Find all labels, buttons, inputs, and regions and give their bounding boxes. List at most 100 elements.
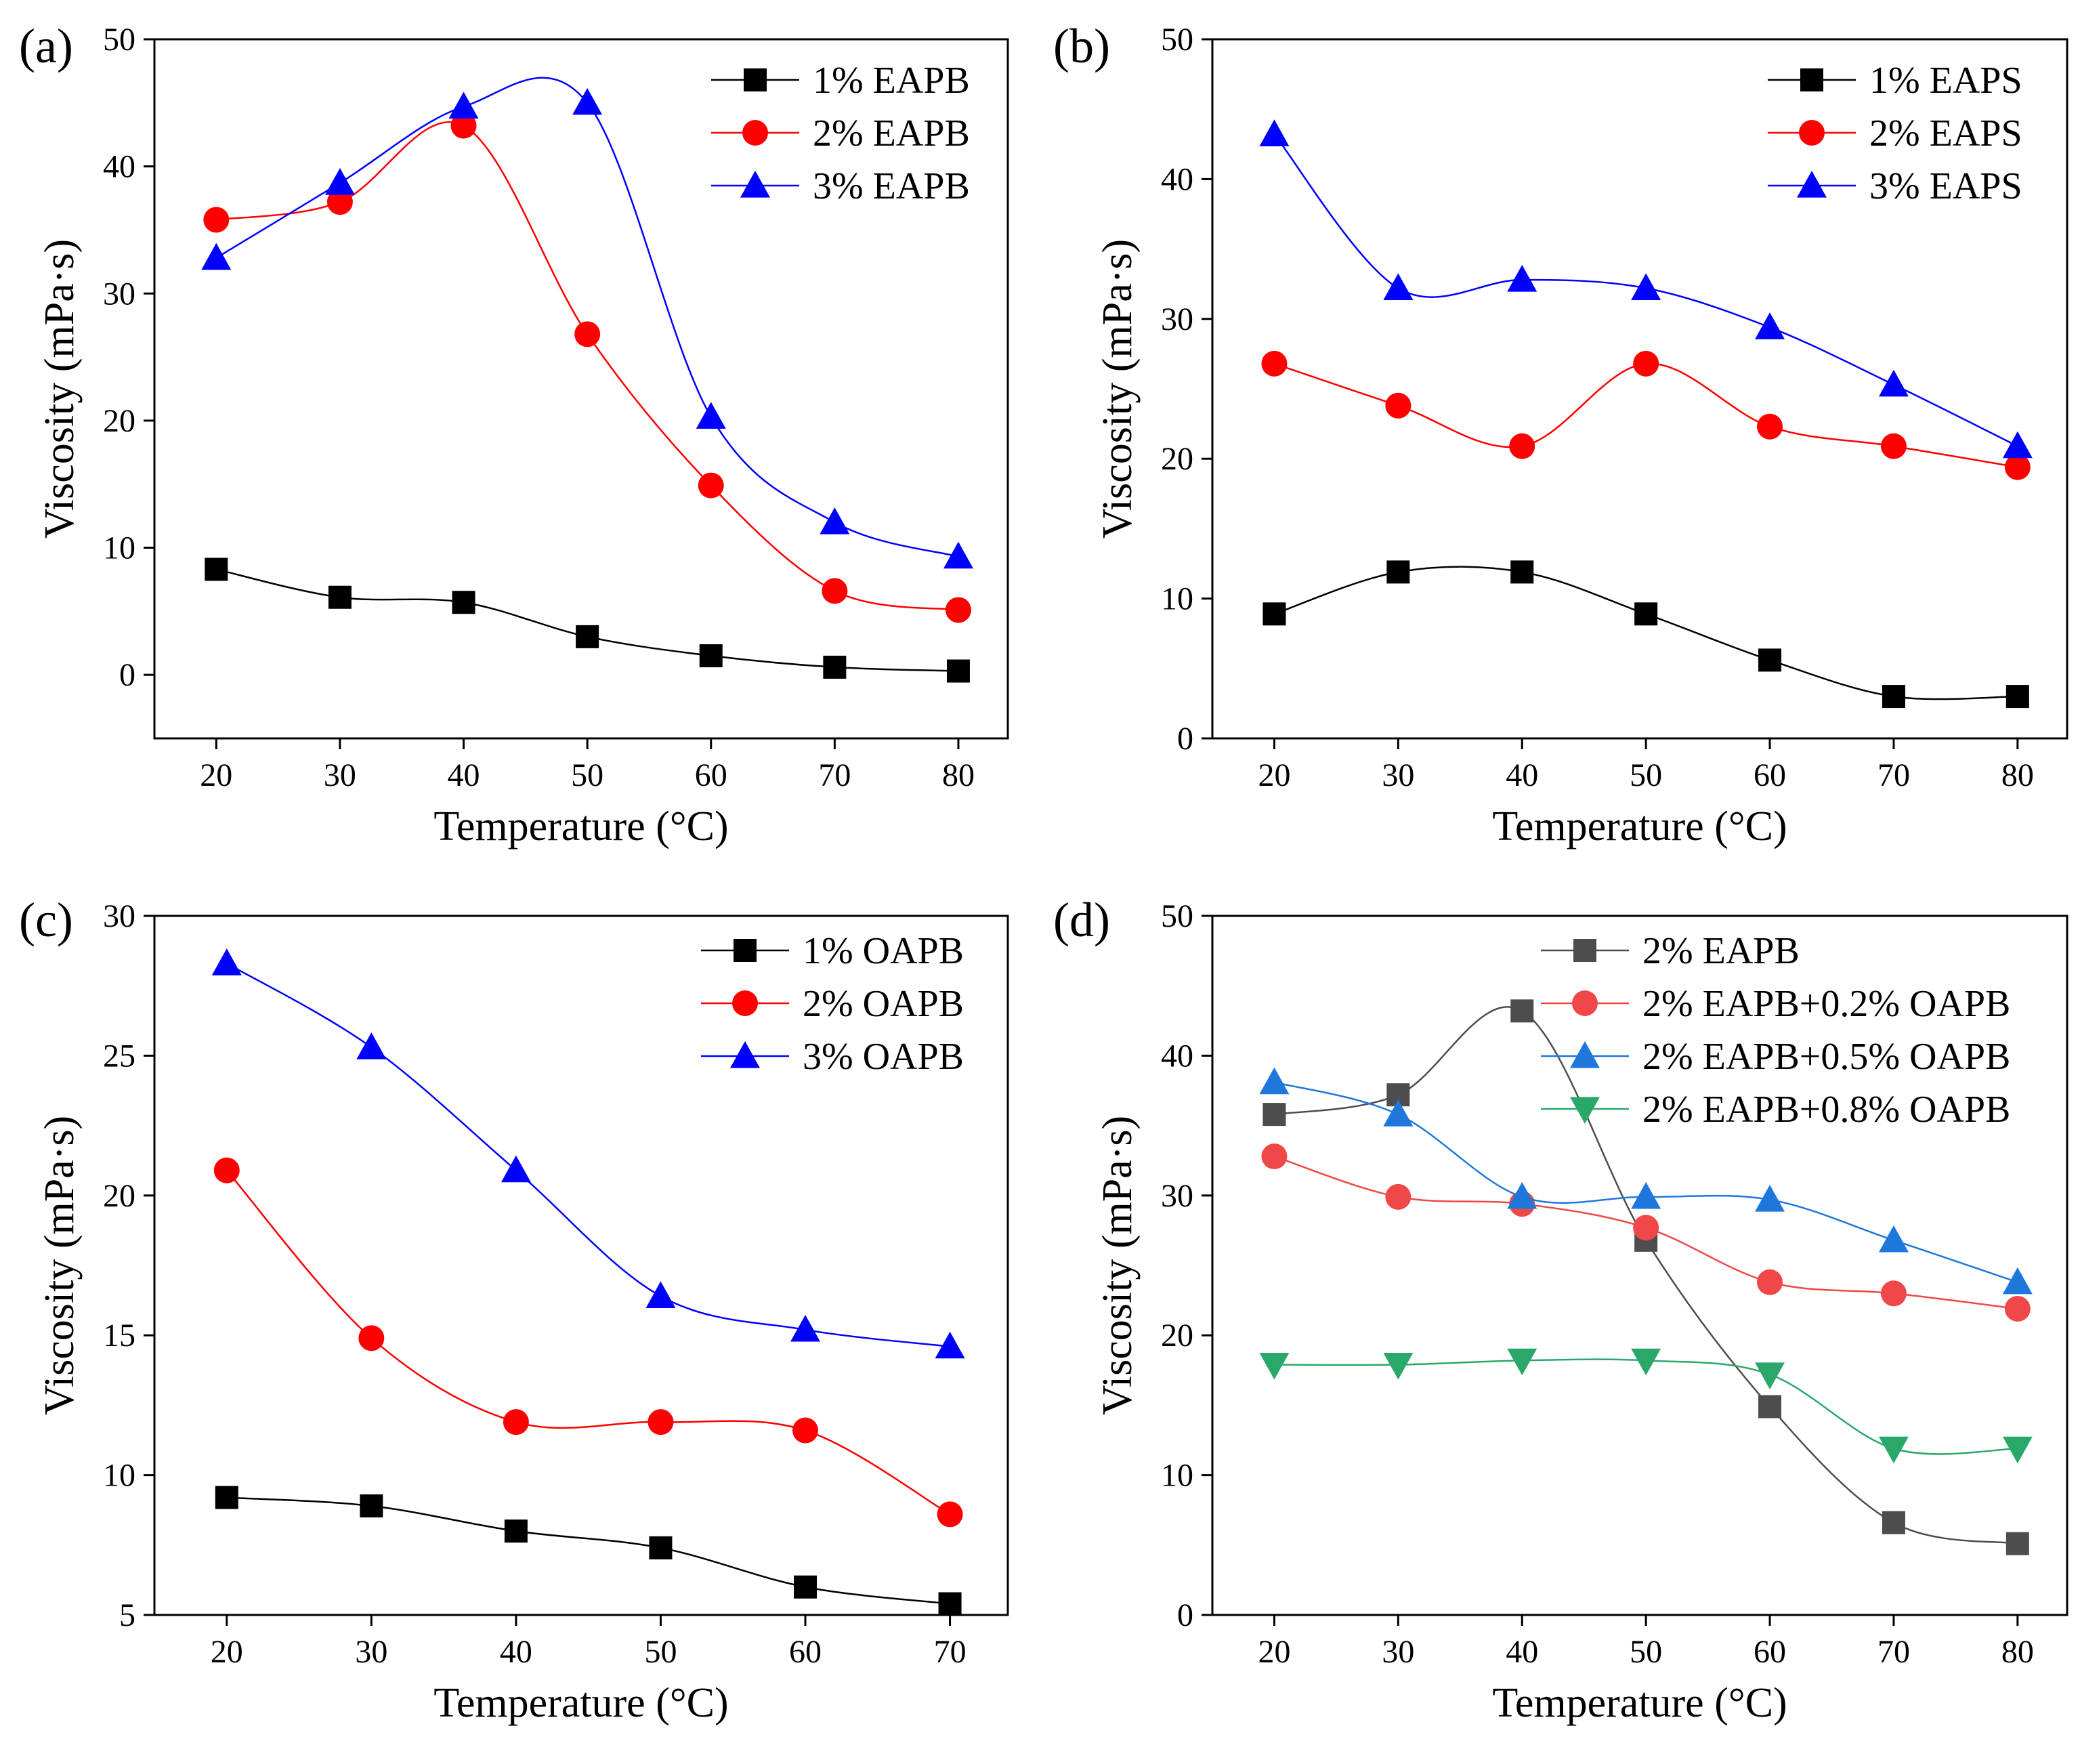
plot-frame — [153, 38, 1009, 740]
series-curve-2 — [226, 963, 950, 1347]
data-point — [822, 578, 848, 604]
data-point — [326, 189, 353, 215]
x-tick-label: 20 — [200, 757, 232, 793]
data-point — [1259, 119, 1290, 146]
y-tick-label: 20 — [103, 1178, 135, 1214]
legend-label: 1% EAPB — [813, 60, 970, 102]
data-point — [1383, 1099, 1414, 1127]
data-point — [790, 1314, 821, 1342]
data-point — [792, 1417, 819, 1444]
x-tick-label: 60 — [695, 757, 727, 793]
plot-frame — [153, 915, 1009, 1616]
y-tick-label: 40 — [1161, 161, 1193, 197]
data-point — [1755, 1362, 1785, 1389]
legend-label: 3% EAPB — [813, 165, 970, 207]
data-point — [2002, 431, 2033, 459]
y-tick-label: 0 — [1177, 721, 1193, 757]
chart-panel-1: (b) 20 30 40 50 60 70 80 0 10 20 30 40 50 Temperature … — [1053, 19, 2068, 849]
x-tick-label: 70 — [1877, 757, 1910, 793]
x-tick-label: 20 — [1258, 1634, 1290, 1670]
legend-marker — [1797, 171, 1827, 198]
data-point — [201, 243, 232, 270]
y-tick-label: 30 — [1161, 1178, 1193, 1214]
y-tick-label: 10 — [103, 1458, 135, 1494]
data-point — [328, 585, 352, 609]
panel-label: (d) — [1053, 893, 1110, 947]
data-point — [1383, 273, 1414, 300]
data-point — [2005, 685, 2029, 709]
y-tick-label: 10 — [103, 530, 135, 566]
x-tick-label: 40 — [500, 1634, 532, 1670]
data-point — [2004, 1295, 2031, 1322]
data-point — [1758, 648, 1782, 672]
data-point — [324, 168, 355, 195]
legend-marker — [1570, 1041, 1600, 1068]
data-point — [2002, 1267, 2033, 1295]
legend: 1% EAPS 2% EAPS 3% EAPS — [1768, 60, 2022, 207]
data-point — [1510, 560, 1534, 584]
y-tick-label: 5 — [119, 1597, 135, 1633]
y-tick-label: 0 — [119, 657, 135, 693]
y-axis-title: Viscosity (mPa·s) — [1095, 239, 1141, 539]
data-point — [1261, 1143, 1288, 1170]
x-tick-label: 80 — [2001, 757, 2034, 793]
y-tick-label: 20 — [103, 403, 135, 439]
data-point — [1631, 273, 1661, 300]
x-tick-label: 50 — [644, 1634, 677, 1670]
legend-label: 2% EAPB — [1642, 930, 1800, 972]
data-point — [1757, 413, 1783, 440]
series-curve-1 — [1274, 362, 2018, 468]
data-point — [648, 1409, 674, 1435]
x-tick-label: 80 — [942, 757, 975, 793]
y-tick-label: 20 — [1161, 1318, 1193, 1353]
y-tick-label: 30 — [103, 898, 135, 934]
y-tick-label: 0 — [1177, 1597, 1193, 1633]
y-tick-label: 30 — [103, 276, 135, 312]
data-point — [1386, 560, 1410, 584]
data-point — [213, 1157, 240, 1183]
data-point — [1880, 433, 1907, 459]
data-point — [1262, 1103, 1286, 1127]
y-tick-label: 50 — [103, 22, 135, 58]
data-point — [2002, 1436, 2033, 1464]
plot-frame — [1211, 915, 2068, 1616]
data-point — [1633, 350, 1659, 377]
legend-label: 2% EAPS — [1869, 112, 2022, 154]
x-tick-label: 30 — [1382, 757, 1414, 793]
plot-frame — [1211, 38, 2068, 740]
legend-marker — [744, 68, 767, 91]
data-point — [574, 321, 601, 348]
legend-label: 3% OAPB — [803, 1036, 964, 1078]
data-point — [1878, 1436, 1909, 1464]
y-tick-label: 10 — [1161, 1458, 1193, 1494]
chart-panel-0: (a) 20 30 40 50 60 70 80 0 10 20 30 40 50 Temperature … — [19, 19, 1009, 849]
series-curve-0 — [1274, 566, 2018, 700]
data-point — [1755, 1184, 1785, 1212]
data-point — [698, 472, 724, 499]
data-point — [1755, 312, 1785, 339]
legend-marker — [734, 939, 757, 962]
y-tick-label: 50 — [1161, 22, 1193, 58]
data-point — [1878, 369, 1909, 397]
panel-label: (a) — [19, 19, 73, 73]
data-point — [2005, 1532, 2029, 1555]
series-curve-0 — [216, 568, 958, 672]
legend-label: 1% EAPS — [1869, 60, 2022, 102]
data-point — [1385, 392, 1412, 419]
data-point — [935, 1331, 965, 1359]
x-axis-title: Temperature (°C) — [1492, 803, 1787, 849]
legend-label: 2% EAPB — [813, 112, 970, 154]
data-point — [1882, 1511, 1905, 1534]
data-point — [452, 591, 475, 614]
data-point — [1880, 1280, 1907, 1307]
x-tick-label: 50 — [1630, 757, 1662, 793]
data-point — [1259, 1067, 1290, 1095]
data-point — [1634, 602, 1658, 626]
data-point — [699, 644, 723, 668]
data-point — [945, 597, 971, 623]
data-point — [794, 1575, 818, 1599]
data-point — [1757, 1269, 1783, 1295]
x-tick-label: 70 — [1877, 1634, 1910, 1670]
y-tick-label: 50 — [1161, 898, 1193, 934]
